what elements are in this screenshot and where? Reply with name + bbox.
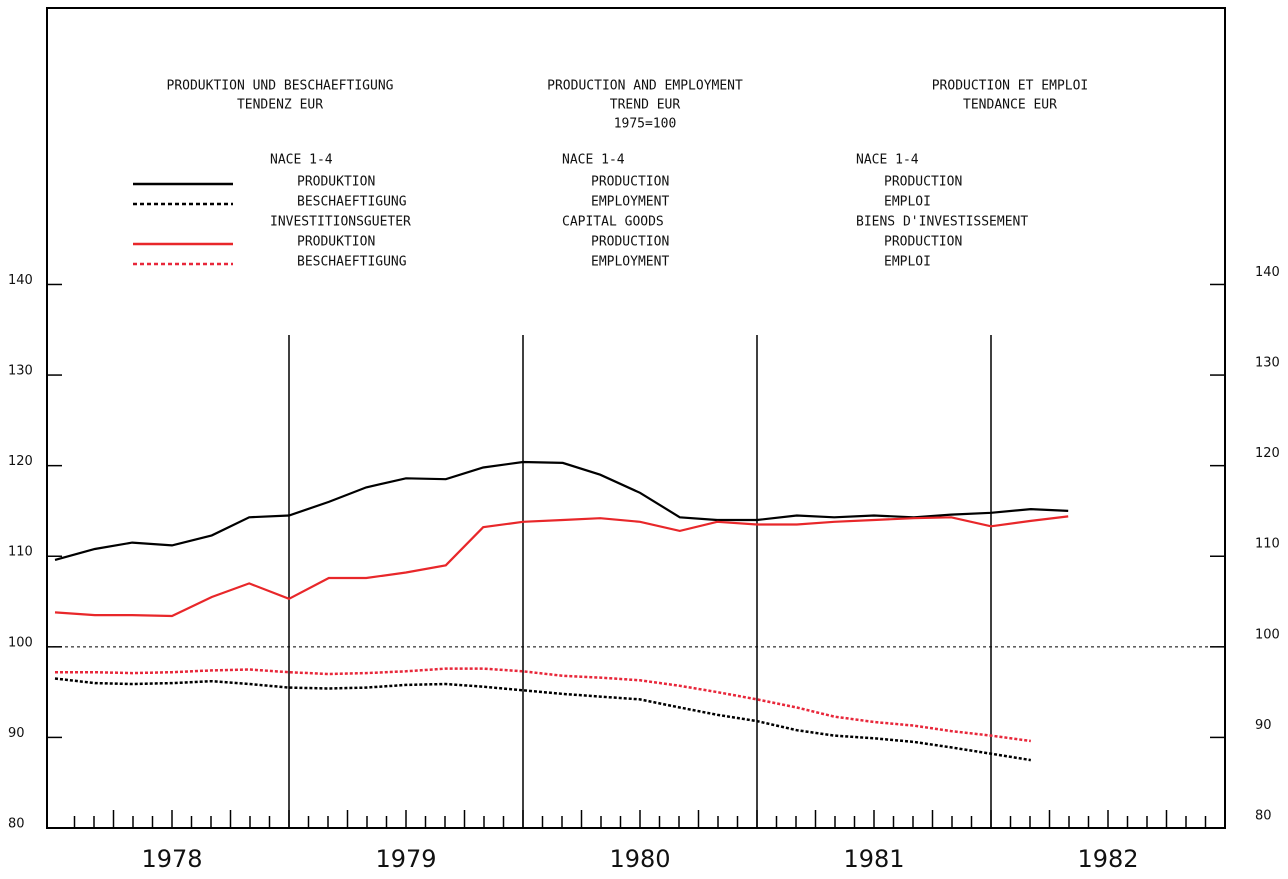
legend-label: EMPLOI: [884, 255, 931, 270]
y-tick-label: 140: [1255, 265, 1280, 280]
legend-group: NACE 1-4: [856, 153, 919, 168]
chart-title: PRODUCTION AND EMPLOYMENT: [547, 79, 743, 94]
y-tick-label: 120: [8, 454, 33, 469]
y-tick-label: 110: [1255, 537, 1280, 552]
legend-group: NACE 1-4: [562, 153, 625, 168]
series-line: [54, 460, 1069, 561]
chart-title: TENDANCE EUR: [963, 98, 1057, 113]
y-tick-label: 130: [8, 364, 33, 379]
chart-title: 1975=100: [614, 117, 677, 132]
series-line: [54, 515, 1069, 618]
y-tick-label: 120: [1255, 446, 1280, 461]
y-tick-label: 90: [1255, 718, 1272, 733]
legend-label: EMPLOYMENT: [591, 195, 669, 210]
legend-label: PRODUCTION: [884, 175, 962, 190]
legend-label: EMPLOYMENT: [591, 255, 669, 270]
y-tick-label: 140: [8, 273, 33, 288]
x-tick-label: 1980: [609, 845, 670, 873]
y-tick-label: 100: [1255, 627, 1280, 642]
x-tick-label: 1979: [375, 845, 436, 873]
chart-title: PRODUCTION ET EMPLOI: [932, 79, 1089, 94]
series-line: [55, 667, 1031, 743]
y-tick-label: 80: [1255, 809, 1272, 824]
series-line: [54, 677, 1031, 762]
legend-group: CAPITAL GOODS: [562, 215, 664, 230]
legend-group: INVESTITIONSGUETER: [270, 215, 411, 230]
x-tick-label: 1981: [843, 845, 904, 873]
x-tick-label: 1982: [1077, 845, 1138, 873]
legend-group: NACE 1-4: [270, 153, 333, 168]
legend-label: BESCHAEFTIGUNG: [297, 255, 407, 270]
legend-label: PRODUCTION: [591, 235, 669, 250]
legend-label: PRODUKTION: [297, 235, 375, 250]
legend-label: PRODUCTION: [591, 175, 669, 190]
x-tick-label: 1978: [141, 845, 202, 873]
y-tick-label: 110: [8, 545, 33, 560]
y-tick-label: 80: [8, 817, 25, 832]
chart-title: PRODUKTION UND BESCHAEFTIGUNG: [167, 79, 394, 94]
legend-label: PRODUCTION: [884, 235, 962, 250]
y-tick-label: 130: [1255, 356, 1280, 371]
chart-title: TREND EUR: [610, 98, 681, 113]
legend-label: PRODUKTION: [297, 175, 375, 190]
y-tick-label: 100: [8, 635, 33, 650]
legend-group: BIENS D'INVESTISSEMENT: [856, 215, 1028, 230]
legend-label: EMPLOI: [884, 195, 931, 210]
chart-title: TENDENZ EUR: [237, 98, 323, 113]
y-tick-label: 90: [8, 726, 25, 741]
frame: [46, 7, 1226, 829]
legend-label: BESCHAEFTIGUNG: [297, 195, 407, 210]
